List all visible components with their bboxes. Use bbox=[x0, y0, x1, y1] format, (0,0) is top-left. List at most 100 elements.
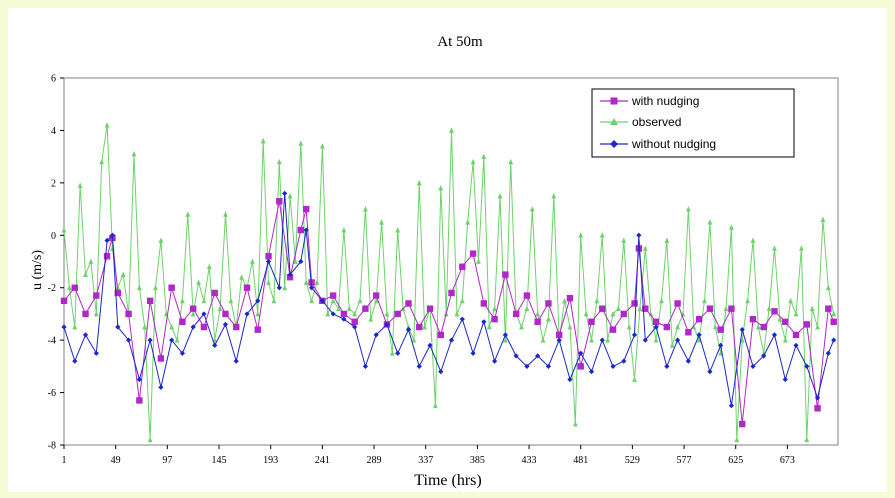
legend-label-without-nudging: without nudging bbox=[631, 137, 716, 151]
data-point-observed bbox=[476, 258, 481, 264]
data-point-without-nudging bbox=[750, 363, 756, 369]
data-point-without-nudging bbox=[319, 298, 325, 304]
data-point-observed bbox=[750, 237, 756, 243]
data-point-with-nudging bbox=[792, 331, 800, 339]
data-point-observed bbox=[529, 206, 535, 212]
data-point-without-nudging bbox=[470, 350, 476, 356]
data-point-without-nudging bbox=[244, 311, 250, 317]
data-point-observed bbox=[492, 305, 497, 312]
x-tick-label: 529 bbox=[625, 455, 640, 466]
y-tick-label: 6 bbox=[51, 74, 56, 85]
data-point-with-nudging bbox=[685, 329, 692, 336]
y-tick-label: 4 bbox=[51, 126, 56, 137]
data-point-with-nudging bbox=[114, 289, 122, 297]
series-line-observed bbox=[63, 124, 835, 441]
data-point-with-nudging bbox=[771, 308, 778, 315]
legend-entry-without-nudging: without nudging bbox=[600, 137, 716, 151]
data-point-observed bbox=[632, 376, 637, 382]
data-point-without-nudging bbox=[115, 324, 121, 330]
data-point-without-nudging bbox=[804, 363, 810, 369]
chart-svg: At 50m -8 -6 -4 -2 0 2 4 6 1 49 97 145 193 241 289 337 3… bbox=[30, 34, 839, 489]
data-point-without-nudging bbox=[303, 227, 309, 233]
data-point-without-nudging bbox=[416, 363, 422, 369]
data-point-without-nudging bbox=[282, 190, 288, 196]
data-point-observed bbox=[368, 316, 374, 322]
data-point-with-nudging bbox=[728, 305, 735, 312]
data-point-observed bbox=[271, 297, 277, 304]
data-point-observed bbox=[615, 305, 621, 312]
data-point-with-nudging bbox=[243, 284, 251, 291]
data-point-without-nudging bbox=[631, 332, 638, 338]
data-point-without-nudging bbox=[491, 358, 498, 364]
series-layer bbox=[60, 122, 837, 443]
data-point-without-nudging bbox=[136, 376, 142, 383]
data-point-observed bbox=[551, 192, 557, 199]
data-point-observed bbox=[115, 284, 121, 291]
data-point-observed bbox=[712, 324, 718, 330]
data-point-with-nudging bbox=[706, 305, 714, 312]
data-point-without-nudging bbox=[513, 353, 519, 359]
data-point-without-nudging bbox=[696, 332, 702, 338]
data-point-with-nudging bbox=[695, 315, 703, 323]
data-point-with-nudging bbox=[588, 318, 595, 325]
data-point-with-nudging bbox=[157, 355, 165, 362]
data-point-with-nudging bbox=[555, 331, 563, 339]
data-point-with-nudging bbox=[652, 318, 660, 325]
data-point-observed bbox=[583, 310, 589, 317]
data-point-without-nudging bbox=[793, 342, 799, 348]
data-point-with-nudging bbox=[222, 310, 229, 318]
data-point-observed bbox=[793, 310, 799, 317]
legend-box bbox=[591, 88, 795, 158]
data-point-with-nudging bbox=[663, 323, 671, 331]
data-point-without-nudging bbox=[93, 350, 99, 356]
data-point-observed bbox=[180, 297, 185, 304]
x-tick-label: 97 bbox=[162, 455, 172, 466]
data-point-observed bbox=[508, 158, 514, 165]
data-point-observed bbox=[190, 310, 196, 317]
series-without-nudging bbox=[61, 190, 837, 409]
data-point-observed bbox=[416, 179, 422, 186]
data-point-observed bbox=[83, 271, 88, 278]
data-point-observed bbox=[820, 216, 826, 222]
data-point-observed bbox=[535, 310, 541, 317]
data-point-with-nudging bbox=[545, 300, 552, 307]
series-line-with-nudging bbox=[63, 200, 835, 425]
legend-marker-without-nudging bbox=[610, 140, 618, 148]
data-point-observed bbox=[562, 297, 567, 304]
data-point-observed bbox=[664, 237, 670, 243]
data-point-observed bbox=[260, 137, 266, 144]
data-point-observed bbox=[546, 316, 551, 322]
data-point-without-nudging bbox=[621, 358, 627, 364]
data-point-without-nudging bbox=[104, 237, 110, 244]
data-point-observed bbox=[266, 279, 271, 285]
data-point-without-nudging bbox=[761, 353, 767, 359]
x-tick-label: 625 bbox=[728, 455, 743, 466]
data-point-with-nudging bbox=[329, 292, 337, 299]
data-point-with-nudging bbox=[642, 305, 649, 312]
data-point-without-nudging bbox=[201, 311, 207, 317]
data-point-with-nudging bbox=[265, 253, 272, 260]
x-tick-label: 337 bbox=[418, 455, 433, 466]
data-point-without-nudging bbox=[707, 369, 713, 375]
data-point-observed bbox=[363, 206, 368, 212]
data-point-without-nudging bbox=[438, 369, 444, 375]
x-tick-label: 385 bbox=[470, 455, 485, 466]
data-point-without-nudging bbox=[298, 258, 304, 265]
data-point-without-nudging bbox=[664, 363, 670, 369]
y-tick-label: 2 bbox=[51, 178, 56, 189]
data-point-observed bbox=[524, 305, 530, 312]
data-point-without-nudging bbox=[125, 337, 132, 343]
data-point-observed bbox=[185, 211, 191, 217]
data-point-without-nudging bbox=[352, 324, 358, 330]
data-point-observed bbox=[93, 310, 99, 317]
data-point-with-nudging bbox=[372, 292, 380, 299]
data-point-with-nudging bbox=[760, 323, 767, 331]
data-point-with-nudging bbox=[276, 198, 283, 205]
data-point-observed bbox=[72, 324, 78, 330]
data-point-without-nudging bbox=[330, 311, 336, 317]
data-point-with-nudging bbox=[297, 226, 305, 234]
x-tick-label: 289 bbox=[367, 455, 382, 466]
plot-border bbox=[63, 77, 839, 446]
data-point-observed bbox=[470, 158, 476, 165]
data-point-without-nudging bbox=[179, 350, 186, 356]
